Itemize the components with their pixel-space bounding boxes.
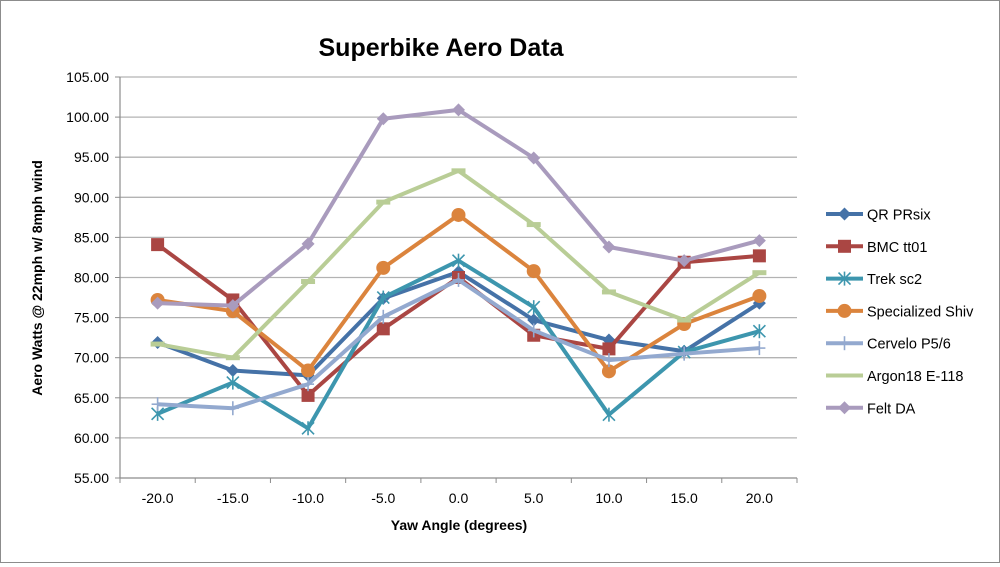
legend-label: Trek sc2 <box>867 272 922 288</box>
data-point <box>527 300 541 315</box>
data-point <box>451 253 466 268</box>
data-point <box>226 364 240 378</box>
chart-title: Superbike Aero Data <box>319 34 565 62</box>
data-point <box>602 240 616 254</box>
data-point <box>301 237 315 251</box>
legend-label: Cervelo P5/6 <box>867 337 951 353</box>
data-point <box>376 290 390 305</box>
data-point <box>376 322 390 336</box>
y-tick-label: 95.00 <box>74 149 109 165</box>
y-tick-label: 60.00 <box>74 430 109 446</box>
x-tick-label: -15.0 <box>217 490 249 506</box>
data-point <box>602 407 616 422</box>
legend-marker <box>838 239 851 253</box>
y-tick-label: 100.00 <box>66 109 109 125</box>
legend-item: Argon18 E-118 <box>826 369 963 385</box>
y-tick-label: 90.00 <box>74 189 109 205</box>
series-felt-da <box>151 103 766 313</box>
data-point <box>752 234 766 248</box>
data-point <box>151 397 164 412</box>
y-tick-label: 105.00 <box>66 69 109 85</box>
data-point <box>226 375 240 390</box>
legend-marker <box>837 303 852 318</box>
data-point <box>376 112 390 126</box>
legend-marker <box>838 401 851 415</box>
legend-marker <box>838 336 851 351</box>
data-point <box>151 238 165 252</box>
data-point <box>226 401 239 416</box>
legend-marker <box>838 207 851 221</box>
data-point <box>151 296 165 310</box>
x-tick-label: 5.0 <box>524 490 544 506</box>
series-group <box>150 103 767 436</box>
legend-label: QR PRsix <box>867 208 931 224</box>
y-tick-label: 85.00 <box>74 229 109 245</box>
data-point <box>301 421 315 436</box>
data-point <box>301 363 316 378</box>
data-point <box>376 260 391 275</box>
legend-item: Felt DA <box>826 401 916 417</box>
y-tick-label: 70.00 <box>74 350 109 366</box>
y-tick-label: 75.00 <box>74 310 109 326</box>
data-point <box>451 207 466 222</box>
legend-item: Specialized Shiv <box>826 303 974 320</box>
data-point <box>225 355 240 361</box>
legend-label: Argon18 E-118 <box>867 369 963 385</box>
data-point <box>601 289 616 295</box>
data-point <box>527 313 541 327</box>
data-point <box>527 323 540 338</box>
data-point <box>301 279 316 285</box>
data-point <box>677 254 691 268</box>
data-point <box>452 272 465 287</box>
legend-label: Specialized Shiv <box>867 304 974 320</box>
data-point <box>377 309 390 324</box>
data-point <box>601 364 616 379</box>
series-argon18-e-118 <box>150 168 767 361</box>
legend-item: QR PRsix <box>826 207 931 224</box>
data-point <box>452 103 465 117</box>
data-point <box>677 317 692 323</box>
data-point <box>753 341 766 356</box>
data-point <box>526 222 541 228</box>
x-axis: -20.0 -15.0 -10.0 -5.0 0.0 5.0 10.0 15.0 20.0 <box>119 477 798 506</box>
data-point <box>526 264 541 279</box>
y-axis-label: Aero Watts @ 22mph w/ 8mph wind <box>29 160 45 396</box>
y-axis: 55.00 60.00 65.00 70.00 75.00 80.00 85.00 90.00… <box>66 69 121 486</box>
data-point <box>376 199 391 205</box>
series-cervelo-p5-6 <box>151 272 766 416</box>
x-tick-label: 10.0 <box>595 490 622 506</box>
data-point <box>752 249 766 263</box>
x-tick-label: -5.0 <box>371 490 395 506</box>
x-axis-label: Yaw Angle (degrees) <box>391 517 527 533</box>
data-point <box>602 353 615 368</box>
x-tick-label: 20.0 <box>746 490 773 506</box>
data-point <box>752 270 767 276</box>
y-tick-label: 65.00 <box>74 390 109 406</box>
legend: QR PRsix BMC tt01 Trek sc2 Specialized Shiv… <box>826 207 974 417</box>
x-tick-label: 0.0 <box>449 490 469 506</box>
y-tick-label: 55.00 <box>74 470 109 486</box>
legend-item: Cervelo P5/6 <box>826 336 951 353</box>
legend-marker <box>837 271 852 286</box>
legend-item: BMC tt01 <box>826 239 927 256</box>
legend-label: Felt DA <box>867 401 916 417</box>
data-point <box>678 346 691 361</box>
x-tick-label: -10.0 <box>292 490 324 506</box>
data-point <box>451 168 466 174</box>
data-point <box>301 388 315 402</box>
x-tick-label: 15.0 <box>671 490 698 506</box>
x-tick-label: -20.0 <box>142 490 174 506</box>
data-point <box>752 288 767 303</box>
data-point <box>752 324 766 339</box>
data-point <box>226 299 240 313</box>
y-tick-label: 80.00 <box>74 270 109 286</box>
data-point <box>150 341 165 347</box>
data-point <box>602 342 616 356</box>
data-point <box>302 377 315 392</box>
legend-item: Trek sc2 <box>826 271 922 288</box>
legend-label: BMC tt01 <box>867 240 927 256</box>
data-point <box>527 151 541 165</box>
